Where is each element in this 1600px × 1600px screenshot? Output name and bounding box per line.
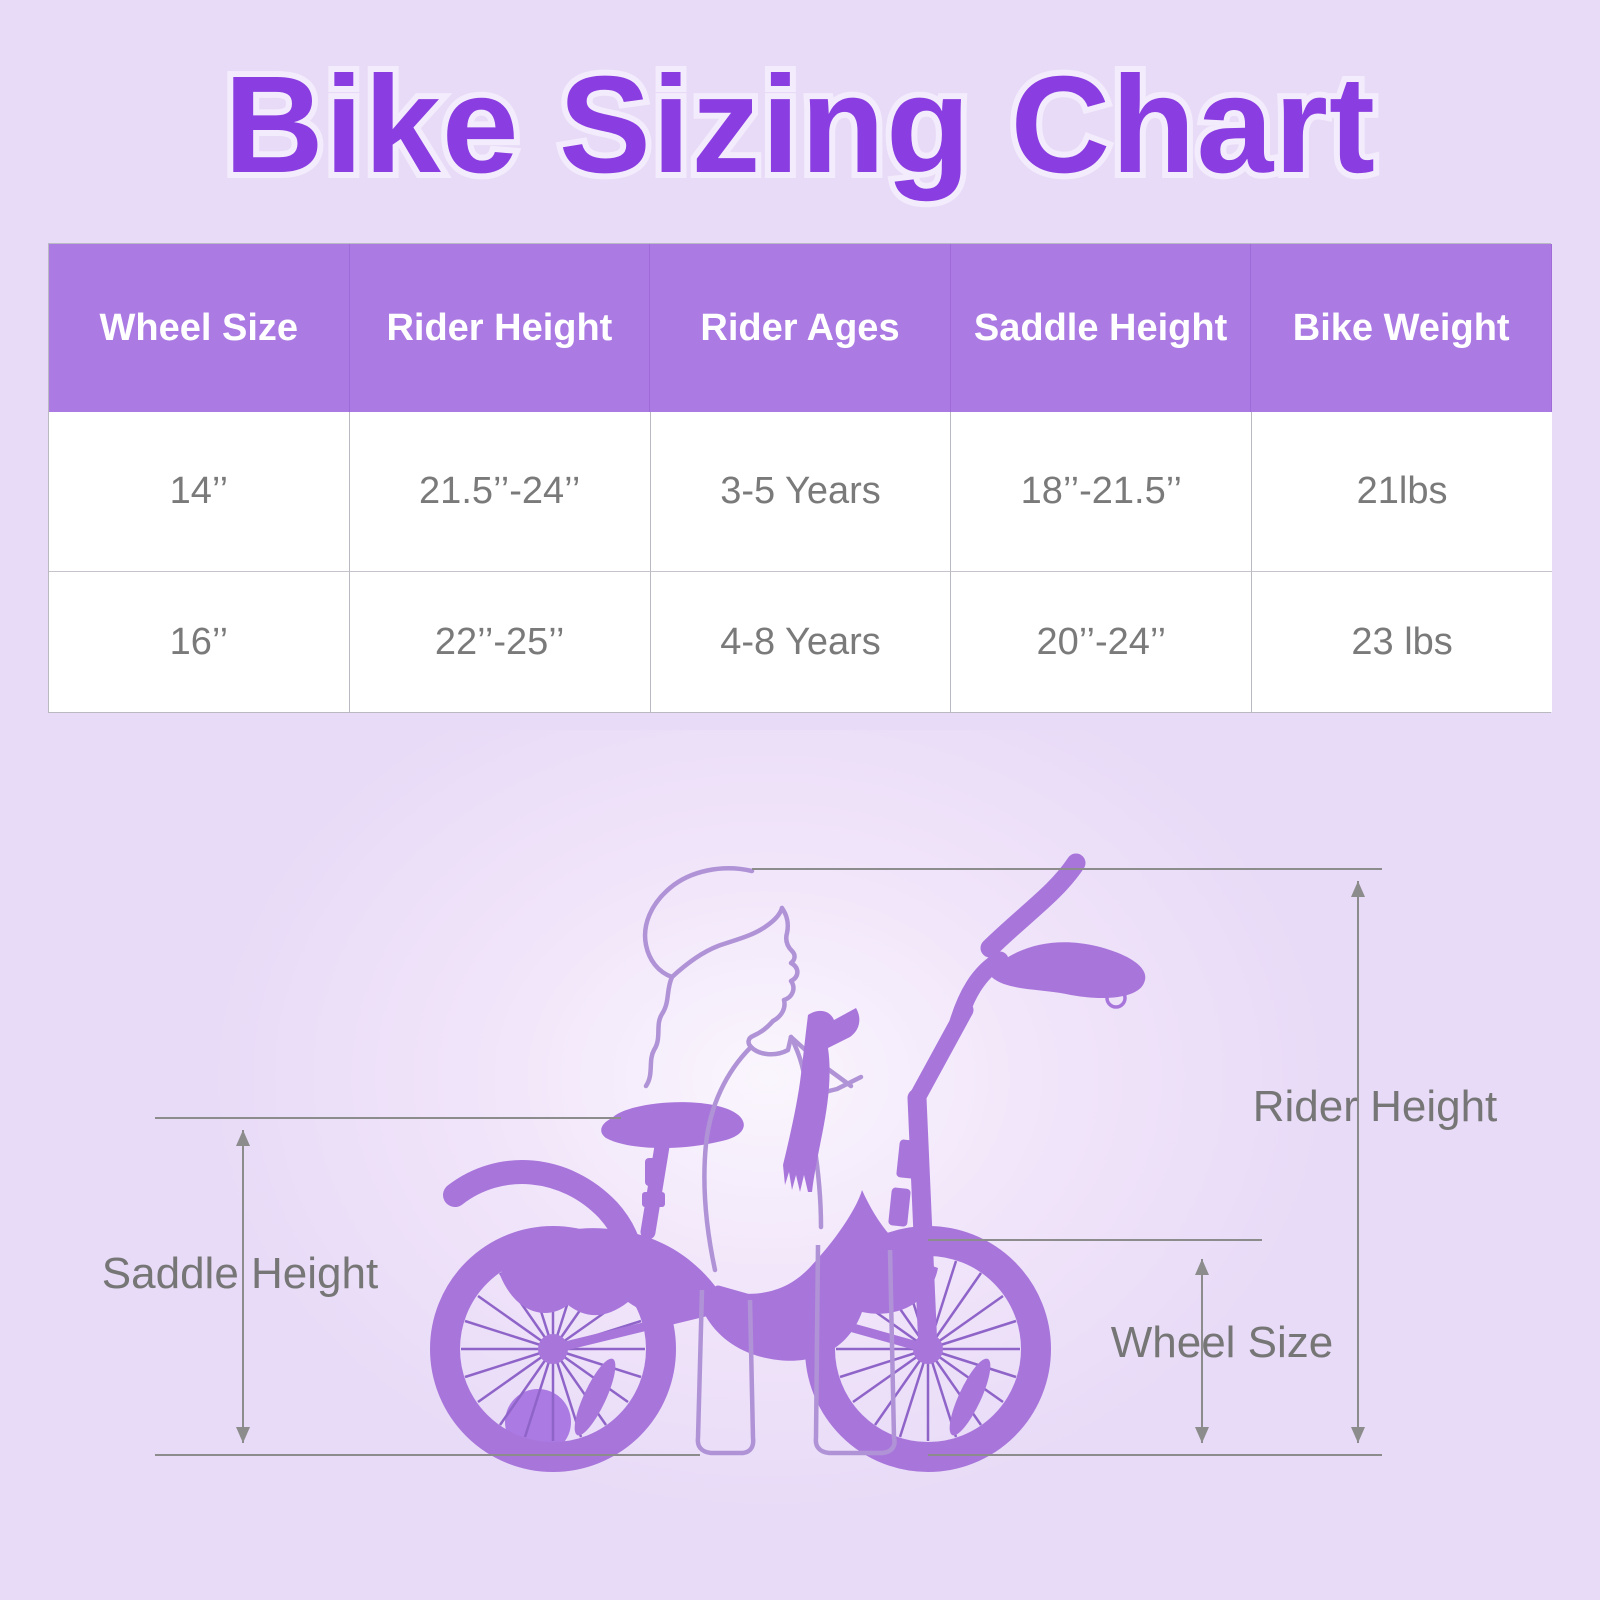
- svg-text:Wheel Size: Wheel Size: [1111, 1318, 1334, 1367]
- svg-text:Saddle Height: Saddle Height: [102, 1249, 378, 1298]
- svg-text:Rider Height: Rider Height: [1253, 1082, 1498, 1131]
